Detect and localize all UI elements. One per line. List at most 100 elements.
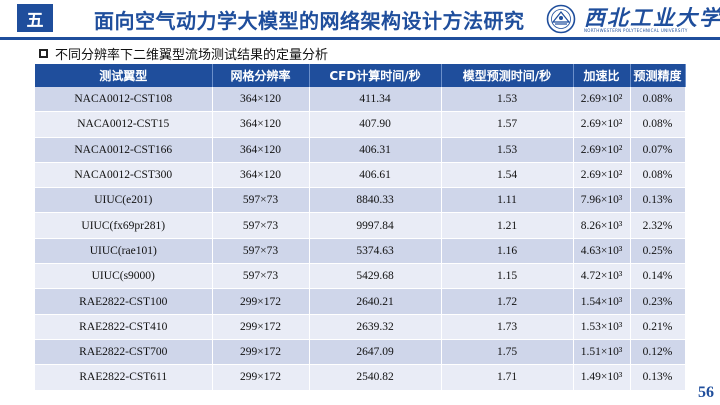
table-cell: 0.21% bbox=[630, 314, 686, 340]
results-table: 测试翼型 网格分辨率 CFD计算时间/秒 模型预测时间/秒 加速比 预测精度 N… bbox=[35, 64, 686, 391]
university-logo: 西北工业大学 NORTHWESTERN POLYTECHNICAL UNIVER… bbox=[546, 3, 720, 35]
table-row: NACA0012-CST166 364×120 406.31 1.53 2.69×10²… bbox=[35, 137, 686, 163]
table-cell: 2647.09 bbox=[309, 339, 442, 366]
table-cell: 0.08% bbox=[630, 162, 686, 189]
table-cell: 2640.21 bbox=[309, 288, 442, 315]
logo-subtitle: NORTHWESTERN POLYTECHNICAL UNIVERSITY bbox=[584, 28, 688, 33]
table-cell: 4.63×10³ bbox=[573, 238, 631, 265]
table-cell: 2.69×10² bbox=[573, 111, 631, 138]
table-cell: 2540.82 bbox=[309, 364, 442, 391]
table-cell: 0.12% bbox=[630, 339, 686, 366]
table-cell: NACA0012-CST15 bbox=[35, 111, 213, 138]
table-cell: 8.26×10³ bbox=[573, 212, 631, 239]
table-row: NACA0012-CST300 364×120 406.61 1.54 2.69×10²… bbox=[35, 162, 686, 189]
table-row: UIUC(s9000) 597×73 5429.68 1.15 4.72×10³ 0.14… bbox=[35, 263, 686, 290]
table-cell: 1.11 bbox=[441, 187, 574, 214]
table-cell: 1.75 bbox=[441, 339, 574, 366]
slide-header: 五 面向空气动力学大模型的网络架构设计方法研究 西北工业大学 NORTHWEST… bbox=[0, 0, 720, 36]
table-cell: 597×73 bbox=[212, 212, 310, 239]
table-cell: 2.69×10² bbox=[573, 87, 631, 113]
table-cell: 299×172 bbox=[212, 314, 310, 340]
table-row: NACA0012-CST15 364×120 407.90 1.57 2.69×10² 0… bbox=[35, 111, 686, 138]
column-header: 网格分辨率 bbox=[212, 64, 310, 87]
table-cell: RAE2822-CST100 bbox=[35, 288, 213, 315]
table-cell: 1.54 bbox=[441, 162, 574, 189]
table-cell: 411.34 bbox=[309, 87, 442, 113]
table-row: RAE2822-CST410 299×172 2639.32 1.73 1.53×10³… bbox=[35, 314, 686, 340]
table-cell: 1.53×10³ bbox=[573, 314, 631, 340]
table-cell: 299×172 bbox=[212, 288, 310, 315]
table-cell: UIUC(e201) bbox=[35, 187, 213, 214]
table-cell: 7.96×10³ bbox=[573, 187, 631, 214]
table-row: UIUC(rae101) 597×73 5374.63 1.16 4.63×10³ 0.2… bbox=[35, 238, 686, 265]
table-cell: 1.72 bbox=[441, 288, 574, 315]
table-cell: 2.69×10² bbox=[573, 137, 631, 163]
table-cell: 0.25% bbox=[630, 238, 686, 265]
column-header: 模型预测时间/秒 bbox=[441, 64, 574, 87]
table-cell: 406.31 bbox=[309, 137, 442, 163]
table-cell: 0.08% bbox=[630, 111, 686, 138]
table-cell: 1.49×10³ bbox=[573, 364, 631, 391]
table-cell: 2639.32 bbox=[309, 314, 442, 340]
table-cell: 1.54×10³ bbox=[573, 288, 631, 315]
column-header: 测试翼型 bbox=[35, 64, 213, 87]
subtitle-row: 不同分辨率下二维翼型流场测试结果的定量分析 bbox=[39, 44, 329, 63]
table-cell: 5429.68 bbox=[309, 263, 442, 290]
table-cell: 0.14% bbox=[630, 263, 686, 290]
table-cell: 407.90 bbox=[309, 111, 442, 138]
table-cell: 1.21 bbox=[441, 212, 574, 239]
table-cell: 8840.33 bbox=[309, 187, 442, 214]
table-cell: NACA0012-CST166 bbox=[35, 137, 213, 163]
table-cell: 1.16 bbox=[441, 238, 574, 265]
slide-subtitle: 不同分辨率下二维翼型流场测试结果的定量分析 bbox=[55, 47, 329, 63]
table-row: RAE2822-CST611 299×172 2540.82 1.71 1.49×10³… bbox=[35, 364, 686, 391]
table-cell: 1.71 bbox=[441, 364, 574, 391]
table-cell: UIUC(s9000) bbox=[35, 263, 213, 290]
column-header: CFD计算时间/秒 bbox=[309, 64, 442, 87]
table-row: RAE2822-CST700 299×172 2647.09 1.75 1.51×10³… bbox=[35, 339, 686, 366]
table-cell: 9997.84 bbox=[309, 212, 442, 239]
table-cell: 1.73 bbox=[441, 314, 574, 340]
table-cell: 364×120 bbox=[212, 87, 310, 113]
header-divider bbox=[0, 37, 720, 40]
table-cell: UIUC(rae101) bbox=[35, 238, 213, 265]
column-header: 加速比 bbox=[573, 64, 631, 87]
table-cell: 0.07% bbox=[630, 137, 686, 163]
logo-name: 西北工业大学 bbox=[584, 5, 720, 30]
table-cell: RAE2822-CST611 bbox=[35, 364, 213, 391]
table-cell: 597×73 bbox=[212, 187, 310, 214]
university-emblem-icon bbox=[546, 4, 576, 34]
table-cell: 364×120 bbox=[212, 162, 310, 189]
table-cell: 2.69×10² bbox=[573, 162, 631, 189]
table-cell: 406.61 bbox=[309, 162, 442, 189]
table-cell: 597×73 bbox=[212, 263, 310, 290]
table-cell: 0.23% bbox=[630, 288, 686, 315]
table-cell: 1.53 bbox=[441, 87, 574, 113]
table-cell: 2.32% bbox=[630, 212, 686, 239]
table-header-row: 测试翼型 网格分辨率 CFD计算时间/秒 模型预测时间/秒 加速比 预测精度 bbox=[35, 64, 686, 87]
table-cell: 0.13% bbox=[630, 187, 686, 214]
table-cell: 299×172 bbox=[212, 339, 310, 366]
table-row: NACA0012-CST108 364×120 411.34 1.53 2.69×10²… bbox=[35, 87, 686, 113]
table-cell: 0.13% bbox=[630, 364, 686, 391]
table-cell: NACA0012-CST108 bbox=[35, 87, 213, 113]
table-cell: NACA0012-CST300 bbox=[35, 162, 213, 189]
table-row: UIUC(e201) 597×73 8840.33 1.11 7.96×10³ 0.13% bbox=[35, 187, 686, 214]
table-cell: 1.53 bbox=[441, 137, 574, 163]
table-cell: 5374.63 bbox=[309, 238, 442, 265]
table-row: UIUC(fx69pr281) 597×73 9997.84 1.21 8.26×10³… bbox=[35, 212, 686, 239]
table-cell: RAE2822-CST410 bbox=[35, 314, 213, 340]
section-number-badge: 五 bbox=[17, 4, 53, 32]
table-cell: 1.51×10³ bbox=[573, 339, 631, 366]
table-cell: 4.72×10³ bbox=[573, 263, 631, 290]
table-cell: RAE2822-CST700 bbox=[35, 339, 213, 366]
page-title: 面向空气动力学大模型的网络架构设计方法研究 bbox=[94, 9, 525, 33]
square-bullet-icon bbox=[39, 48, 48, 58]
table-cell: 364×120 bbox=[212, 111, 310, 138]
table-cell: 0.08% bbox=[630, 87, 686, 113]
column-header: 预测精度 bbox=[630, 64, 686, 87]
table-row: RAE2822-CST100 299×172 2640.21 1.72 1.54×10³… bbox=[35, 288, 686, 315]
table-cell: 364×120 bbox=[212, 137, 310, 163]
table-cell: 597×73 bbox=[212, 238, 310, 265]
table-cell: 1.57 bbox=[441, 111, 574, 138]
